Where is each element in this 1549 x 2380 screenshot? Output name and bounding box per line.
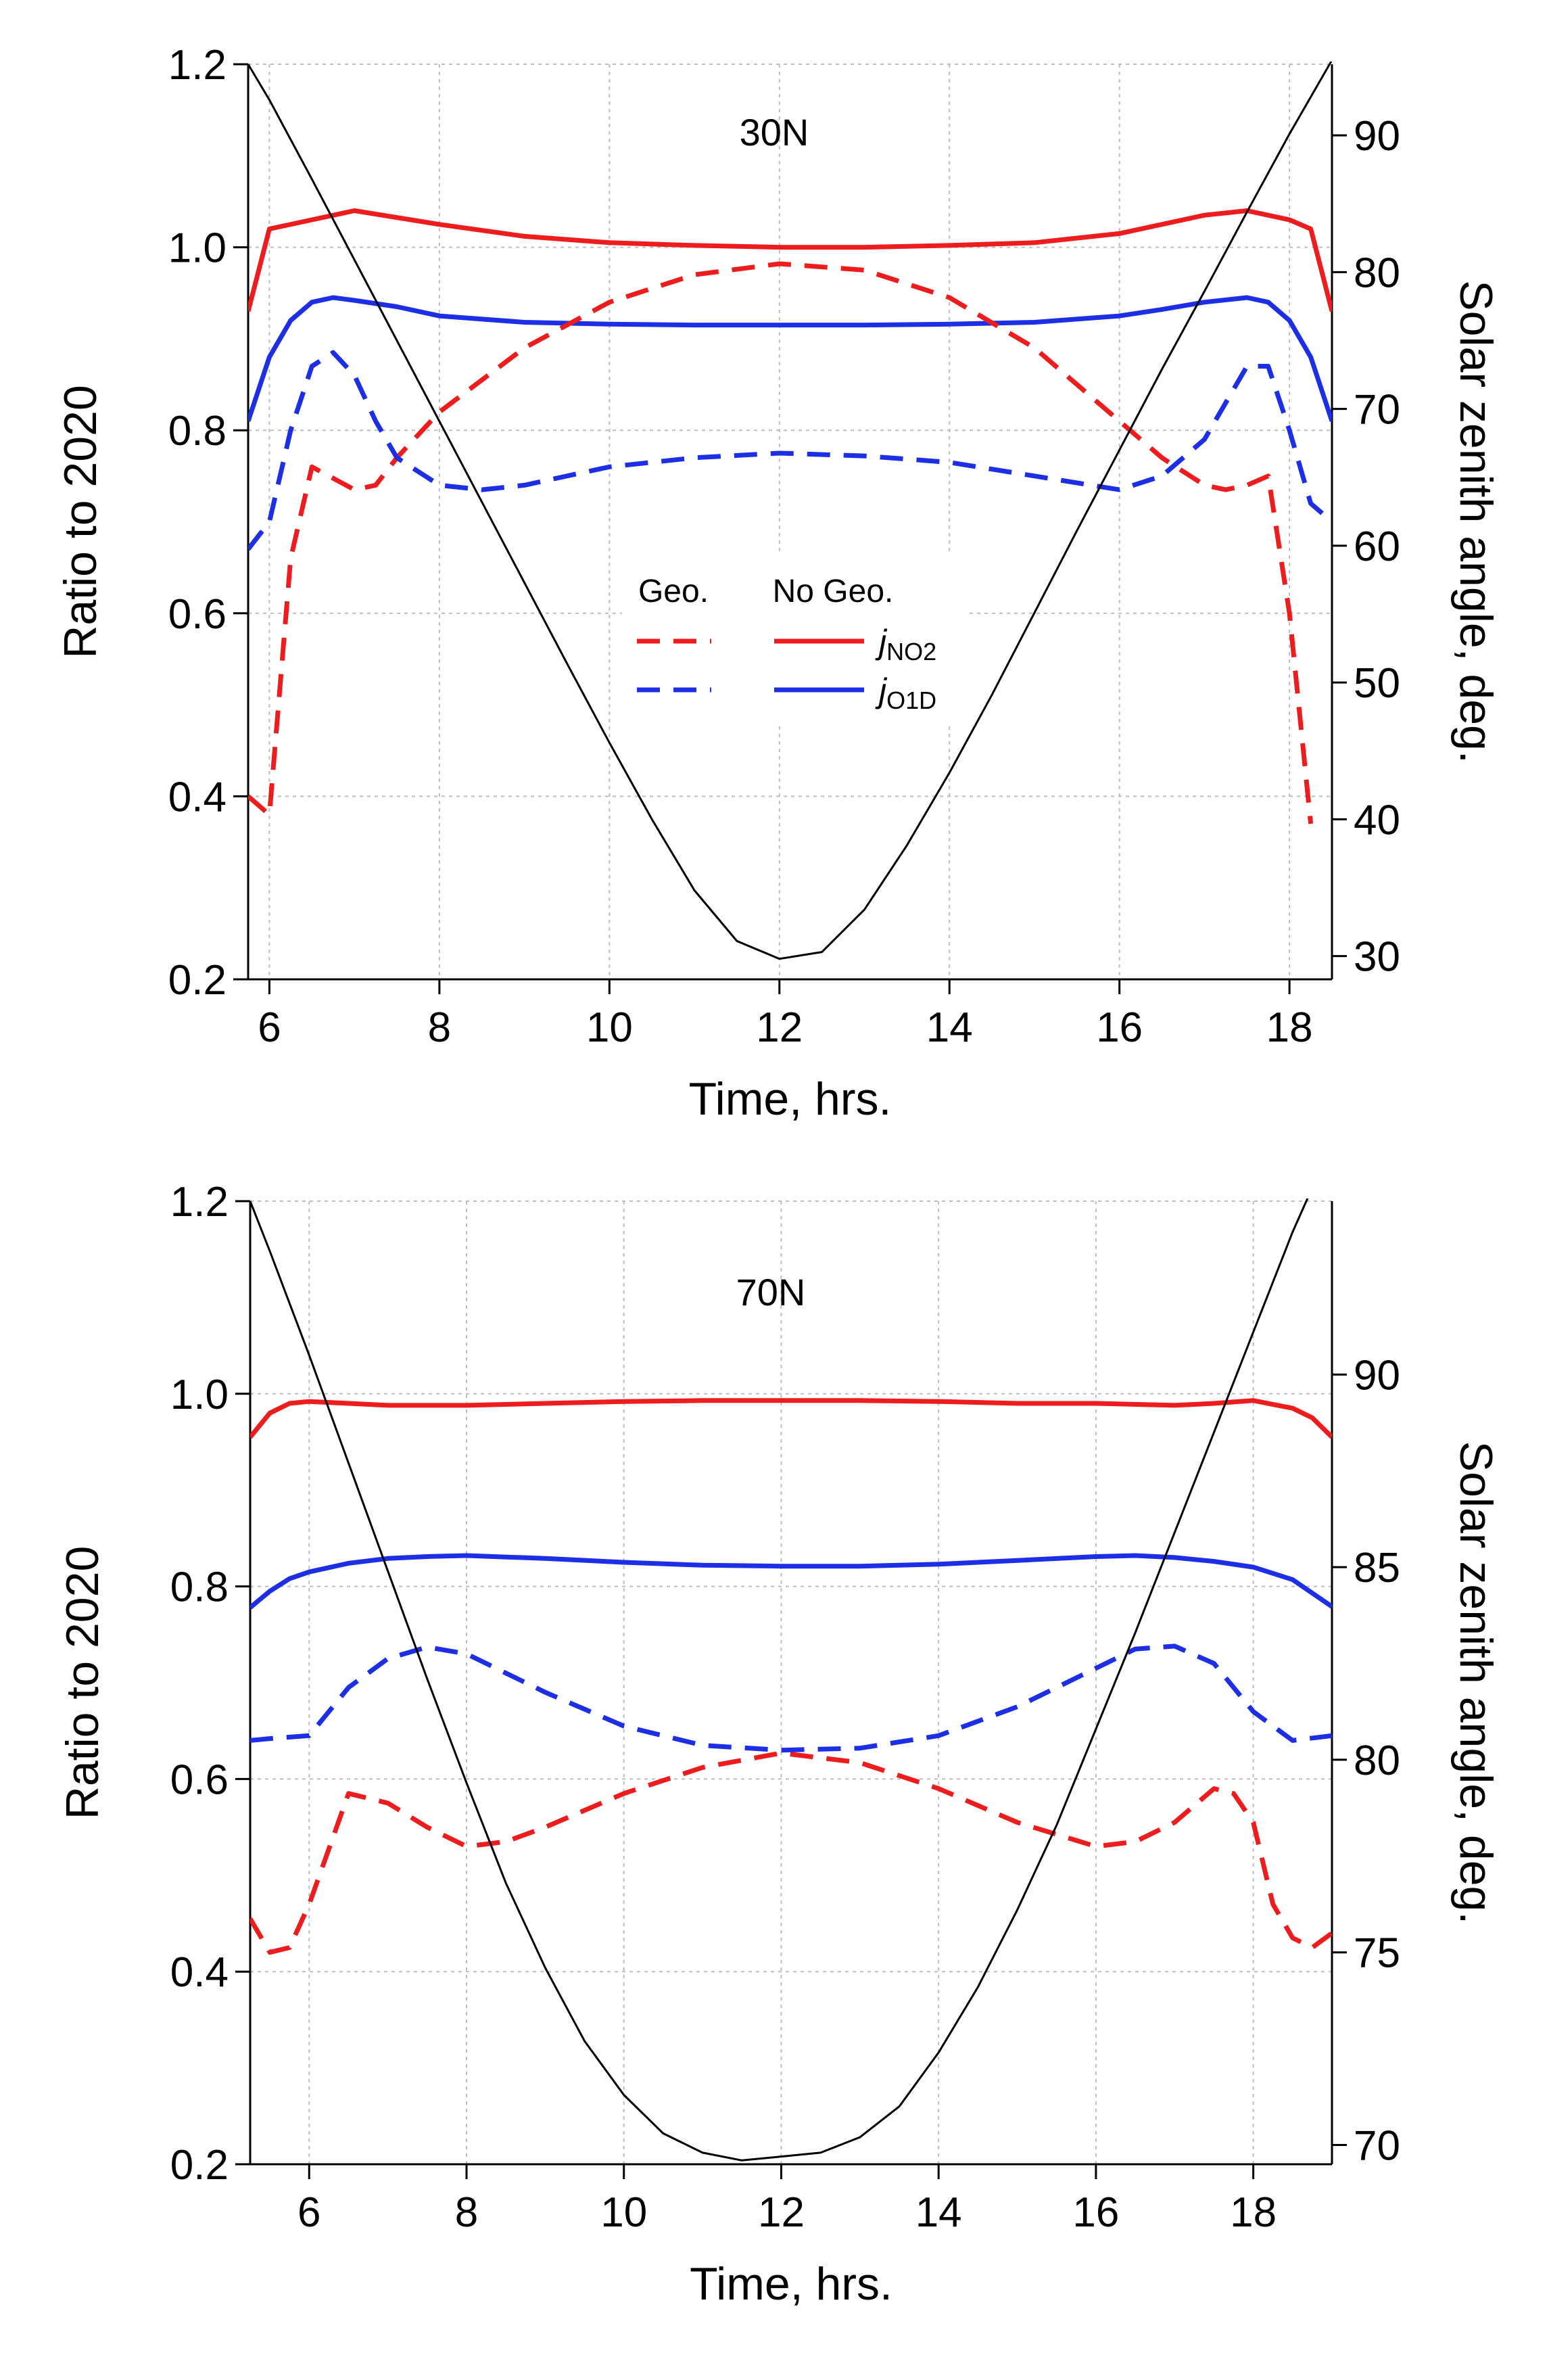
y2-tick-label: 70 (1354, 387, 1400, 434)
y-tick-label: 1.2 (168, 42, 227, 89)
series-no2_geo (250, 1750, 1332, 1955)
y-tick-label: 0.4 (168, 774, 227, 820)
y-tick-label: 0.8 (170, 1564, 229, 1611)
grid (248, 64, 1332, 980)
legend-subscript: O1D (886, 686, 936, 714)
series-no2_geo (248, 261, 1314, 824)
y2-tick-label: 80 (1354, 250, 1400, 296)
y-tick-label: 1.0 (170, 1372, 229, 1418)
y2-tick-label: 80 (1354, 1737, 1400, 1784)
y-tick-label: 0.2 (170, 2142, 229, 2189)
series-group (248, 62, 1332, 960)
x-tick-label: 6 (297, 2189, 320, 2236)
series-o1d_geo (248, 350, 1332, 551)
x-tick-label: 8 (428, 1004, 451, 1051)
y2-tick-label: 90 (1354, 113, 1400, 160)
y-tick-label: 0.6 (168, 591, 227, 638)
y-tick-label: 1.0 (168, 225, 227, 272)
x-tick-label: 6 (258, 1004, 281, 1051)
y2-axis-title: Solar zenith angle, deg. (1450, 1441, 1502, 1925)
legend-header-nogeo: No Geo. (773, 574, 894, 609)
series-no2_nogeo (250, 1398, 1332, 1439)
y2-tick-label: 50 (1354, 660, 1400, 707)
x-tick-label: 18 (1230, 2189, 1277, 2236)
legend-subscript: NO2 (886, 638, 936, 666)
y2-tick-label: 85 (1354, 1545, 1400, 1591)
x-tick-label: 10 (586, 1004, 633, 1051)
y2-tick-label: 40 (1354, 797, 1400, 843)
series-group (250, 1198, 1332, 2162)
y-tick-label: 0.6 (170, 1756, 229, 1803)
x-tick-label: 18 (1266, 1004, 1313, 1051)
series-o1d_nogeo (250, 1553, 1332, 1610)
x-axis-title: Time, hrs. (689, 1073, 892, 1125)
series-sza (250, 1198, 1309, 2162)
grid (250, 1200, 1332, 2165)
y2-tick-label: 75 (1354, 1930, 1400, 1977)
x-tick-label: 14 (926, 1004, 973, 1051)
y2-tick-label: 30 (1354, 934, 1400, 981)
x-tick-label: 14 (915, 2189, 962, 2236)
x-axis-title: Time, hrs. (690, 2258, 892, 2310)
y-tick-label: 0.8 (168, 408, 227, 454)
series-o1d_nogeo (248, 295, 1332, 422)
y2-tick-label: 70 (1354, 2123, 1400, 2170)
panel-70n: 6 8 10 12 14 16 18 0.2 0.4 0.6 0.8 1.0 1.2 70 75 80 85 90… (57, 1179, 1502, 2310)
y2-axis-title: Solar zenith angle, deg. (1450, 280, 1502, 764)
y-axis-title: Ratio to 2020 (55, 385, 106, 659)
panel-30n: 6 8 10 12 14 16 18 0.2 0.4 0.6 0.8 1.0 1.2 30 40 50 60 70… (55, 42, 1502, 1125)
y-tick-label: 0.4 (170, 1949, 229, 1996)
x-tick-label: 12 (758, 2189, 805, 2236)
series-o1d_geo (250, 1643, 1332, 1753)
x-tick-label: 12 (756, 1004, 803, 1051)
y-tick-label: 1.2 (170, 1179, 229, 1226)
x-tick-label: 10 (600, 2189, 647, 2236)
y-tick-label: 0.2 (168, 957, 227, 1004)
legend-header-geo: Geo. (638, 574, 709, 609)
x-tick-label: 16 (1096, 1004, 1143, 1051)
x-tick-label: 8 (455, 2189, 478, 2236)
x-tick-label: 16 (1072, 2189, 1119, 2236)
y2-tick-label: 60 (1354, 523, 1400, 570)
series-sza (248, 62, 1332, 960)
series-no2_nogeo (248, 208, 1332, 312)
y2-tick-label: 90 (1354, 1352, 1400, 1399)
y-axis-title: Ratio to 2020 (57, 1546, 108, 1820)
panel-label: 70N (736, 1271, 806, 1313)
panel-label: 30N (740, 111, 809, 154)
